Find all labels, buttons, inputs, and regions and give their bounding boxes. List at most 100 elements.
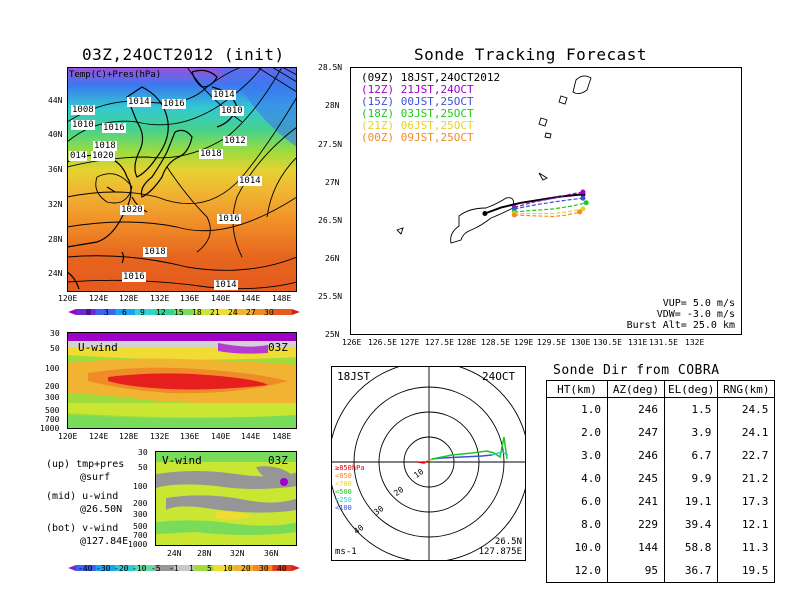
cell-az: 144 [607, 536, 665, 559]
table-row: 2.0 247 3.9 24.1 [546, 421, 776, 444]
sonde-table: HT(km) AZ(deg) EL(deg) RNG(km) 1.0 246 1.5… [546, 380, 776, 583]
colorbar-segment [193, 565, 214, 571]
polar-lat: 26.5N [494, 537, 522, 547]
note-line: (bot) v-wind [46, 523, 119, 534]
track-series-line [514, 191, 584, 208]
vwind-y-tick: 700 [133, 531, 148, 540]
isobar-label: 1008 [71, 105, 95, 115]
cell-ht: 10.0 [546, 536, 608, 559]
surface-map-panel: Temp(C)+Pres(hPa) 1014 1014 1016 1008 10… [66, 66, 298, 292]
cell-rng: 12.1 [717, 513, 776, 536]
table-title: Sonde Dir from COBRA [553, 363, 720, 378]
vwind-panel: V-wind 03Z [155, 451, 297, 546]
note-line: (up) tmp+pres [46, 459, 125, 470]
colorbar-segment [68, 565, 76, 571]
isobar-label: 1012 [223, 136, 247, 146]
cell-ht: 12.0 [546, 559, 608, 583]
legend-row-5: (00Z) 09JST,25OCT [361, 132, 500, 144]
header-rng: RNG(km) [717, 380, 776, 398]
track-x-tick: 127.5E [425, 338, 454, 347]
vwind-x-tick: 32N [230, 549, 245, 558]
colorbar-segment [154, 309, 175, 315]
legend-utc: (00Z) [361, 131, 395, 144]
isobar-label: 1020 [120, 205, 144, 215]
cell-az: 246 [607, 397, 665, 421]
uwind-y-tick: 500 [45, 406, 60, 415]
note-line: @26.50N [80, 504, 123, 515]
track-y-tick: 28N [325, 101, 340, 110]
polar-date: 24OCT [482, 370, 516, 383]
polar-svg [332, 367, 525, 560]
legend-jst: 21JST,24OCT [400, 83, 474, 96]
colorbar-segment [95, 309, 116, 315]
track-legend: (09Z) 18JST,24OCT2012 (12Z) 21JST,24OCT … [361, 72, 500, 144]
vwind-x-tick: 28N [197, 549, 212, 558]
uwind-svg [68, 333, 296, 428]
uwind-y-tick: 1000 [40, 424, 60, 433]
wcbar-label: 20 [241, 564, 251, 573]
wcbar-label: 1 [189, 564, 194, 573]
map-label: Temp(C)+Pres(hPa) [69, 70, 162, 80]
vwind-y-tick: 300 [133, 510, 148, 519]
colorbar-segment [115, 565, 136, 571]
isobar-label: 1016 [122, 272, 146, 282]
track-y-tick: 25N [325, 330, 340, 339]
wcbar-label: -5 [151, 564, 161, 573]
track-x-tick: 130E [571, 338, 591, 347]
colorbar-segment [233, 565, 254, 571]
track-y-tick: 27.5N [318, 140, 343, 149]
uwind-y-tick: 300 [45, 393, 60, 402]
colorbar-segment [76, 565, 97, 571]
table-row: 4.0 245 9.9 21.2 [546, 467, 776, 490]
polar-legend-item: <500 [335, 488, 352, 496]
vwind-time: 03Z [268, 454, 288, 467]
isobar-label: 1014 [212, 90, 236, 100]
isobar-label: 1014 [127, 97, 151, 107]
track-series-line [514, 197, 583, 210]
right-title: Sonde Tracking Forecast [414, 45, 648, 64]
colorbar-segment [193, 309, 214, 315]
isobar-label: 1018 [199, 149, 223, 159]
hodograph [417, 436, 509, 464]
track-point [580, 206, 586, 212]
legend-jst: 00JST,25OCT [400, 95, 474, 108]
table-row: 10.0 144 58.8 11.3 [546, 536, 776, 559]
map-x-tick: 148E [272, 294, 292, 303]
colorbar-segment [213, 565, 234, 571]
map-y-tick: 44N [48, 96, 63, 105]
wcbar-label: 5 [207, 564, 212, 573]
colorbar-segment [68, 309, 76, 315]
polar-plot: 18JST 24OCT 10 20 30 40 ≥850hPa <850 <70… [331, 366, 526, 561]
uwind-y-tick: 50 [50, 344, 60, 353]
header-el: EL(deg) [663, 380, 719, 398]
track-y-tick: 25.5N [318, 292, 343, 301]
isobar-label: 014 [69, 151, 88, 161]
wcbar-label: -40 [78, 564, 93, 573]
colorbar-segment [292, 565, 300, 571]
legend-row-1: (12Z) 21JST,24OCT [361, 84, 500, 96]
cell-az: 246 [607, 444, 665, 467]
cbar-label: 9 [140, 308, 145, 317]
isobar-label: 1018 [143, 247, 167, 257]
uwind-x-tick: 120E [58, 432, 78, 441]
uwind-y-tick: 200 [45, 382, 60, 391]
wcbar-label: 10 [223, 564, 233, 573]
map-y-tick: 24N [48, 269, 63, 278]
colorbar-segment [76, 309, 97, 315]
temperature-colorbar [68, 305, 300, 316]
legend-row-3: (18Z) 03JST,25OCT [361, 108, 500, 120]
uwind-y-tick: 100 [45, 364, 60, 373]
param-vdw: VDW= -3.0 m/s [656, 309, 735, 320]
cell-el: 39.4 [663, 513, 719, 536]
isobar-label: 1020 [91, 151, 115, 161]
legend-jst: 09JST,25OCT [400, 131, 474, 144]
wind-colorbar-labels: -40 -30 -20 -10 -5 -1 1 5 10 20 30 40 [68, 564, 300, 574]
isobar-label: 1010 [71, 120, 95, 130]
map-x-tick: 140E [211, 294, 231, 303]
tracking-map-svg [396, 75, 592, 244]
temperature-colorbar-labels: 0 3 6 9 12 15 18 21 24 27 30 [68, 308, 300, 318]
colorbar-segment [134, 565, 156, 571]
vwind-y-tick: 50 [138, 463, 148, 472]
cbar-label: 24 [228, 308, 238, 317]
track-x-tick: 128E [457, 338, 477, 347]
